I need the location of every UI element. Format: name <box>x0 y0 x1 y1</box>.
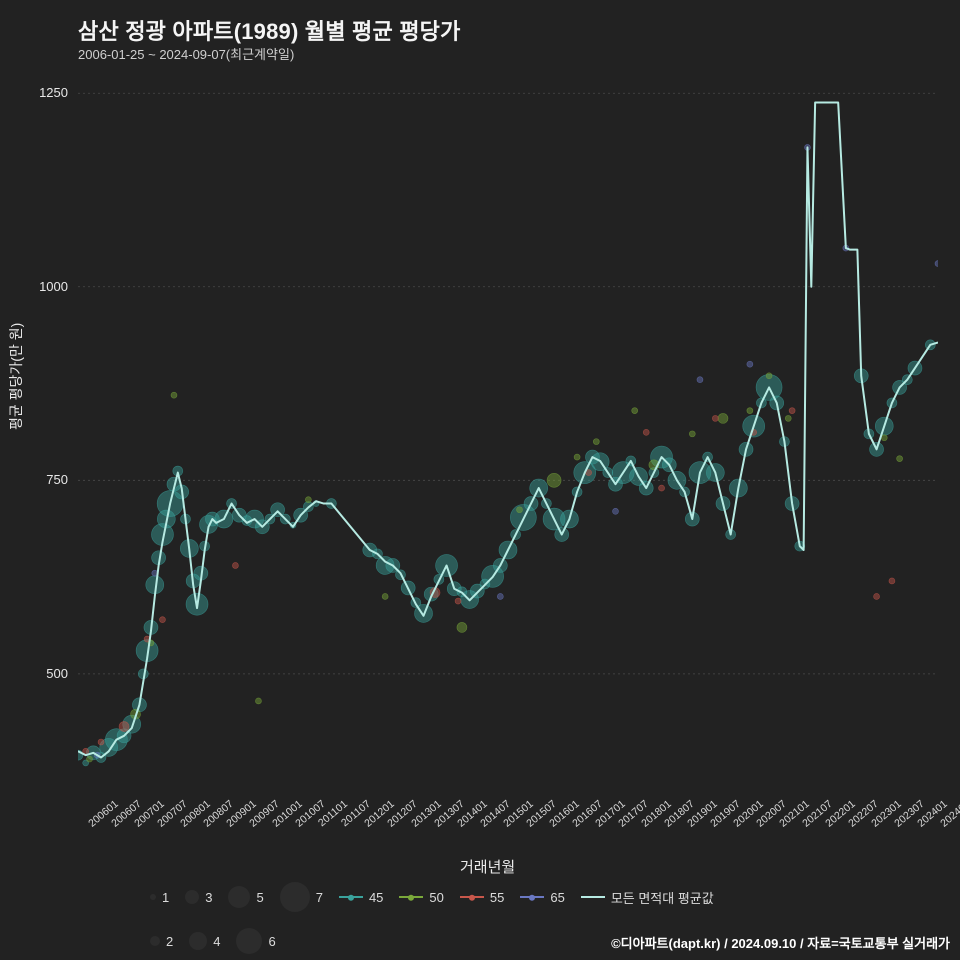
legend-color-item: 55 <box>460 890 504 905</box>
legend-size-item: 2 <box>150 934 173 949</box>
legend-size-label: 6 <box>268 934 275 949</box>
legend-color-swatch <box>399 896 423 898</box>
y-tick-label: 750 <box>8 472 68 487</box>
legend-size-label: 4 <box>213 934 220 949</box>
legend-avg-label: 모든 면적대 평균값 <box>611 888 714 907</box>
legend-color-label: 45 <box>369 890 383 905</box>
legend-size-label: 7 <box>316 890 323 905</box>
legend-size-dot <box>150 936 160 946</box>
legend-color-label: 65 <box>550 890 564 905</box>
legend-size-item: 1 <box>150 890 169 905</box>
legend-size-item: 6 <box>236 928 275 954</box>
legend-color-item: 45 <box>339 890 383 905</box>
legend-color-swatch <box>339 896 363 898</box>
chart-title: 삼산 정광 아파트(1989) 월별 평균 평당가 <box>78 14 461 46</box>
legend-size-item: 5 <box>228 886 263 908</box>
legend-size-item: 7 <box>280 882 323 912</box>
legend-avg-item: 모든 면적대 평균값 <box>581 888 714 907</box>
chart-root: 삼산 정광 아파트(1989) 월별 평균 평당가 2006-01-25 ~ 2… <box>0 0 960 960</box>
legend-color-row: 45 50 55 65 모든 면적대 평균값 <box>339 888 714 907</box>
legend-size-label: 1 <box>162 890 169 905</box>
plot-area <box>78 70 938 790</box>
x-axis-title: 거래년월 <box>460 856 515 877</box>
y-axis-title: 평균 평당가(만 원) <box>6 323 26 430</box>
legend-color-item: 50 <box>399 890 443 905</box>
y-tick-label: 1250 <box>8 85 68 100</box>
legend-size-item: 4 <box>189 932 220 950</box>
legend-size-label: 5 <box>256 890 263 905</box>
legend-size-dot <box>236 928 262 954</box>
legend-size-dot <box>228 886 250 908</box>
legend-color-label: 55 <box>490 890 504 905</box>
y-tick-label: 500 <box>8 666 68 681</box>
legend-size-row-2: 2 4 6 <box>150 928 276 954</box>
legend-size-item: 3 <box>185 890 212 905</box>
credit-footer: ©디아파트(dapt.kr) / 2024.09.10 / 자료=국토교통부 실… <box>611 933 950 952</box>
legend-color-swatch <box>520 896 544 898</box>
legend-size-label: 2 <box>166 934 173 949</box>
legend-size-row: 1 3 5 7 <box>150 882 323 912</box>
legend-size-dot <box>280 882 310 912</box>
chart-subtitle: 2006-01-25 ~ 2024-09-07(최근계약일) <box>78 44 294 63</box>
legend-color-label: 50 <box>429 890 443 905</box>
legend-avg-swatch <box>581 896 605 898</box>
legend-size-dot <box>185 890 199 904</box>
y-tick-label: 1000 <box>8 279 68 294</box>
legend-size-dot <box>150 894 156 900</box>
legend-color-item: 65 <box>520 890 564 905</box>
legend-size-label: 3 <box>205 890 212 905</box>
legend-color-swatch <box>460 896 484 898</box>
legend-size-dot <box>189 932 207 950</box>
